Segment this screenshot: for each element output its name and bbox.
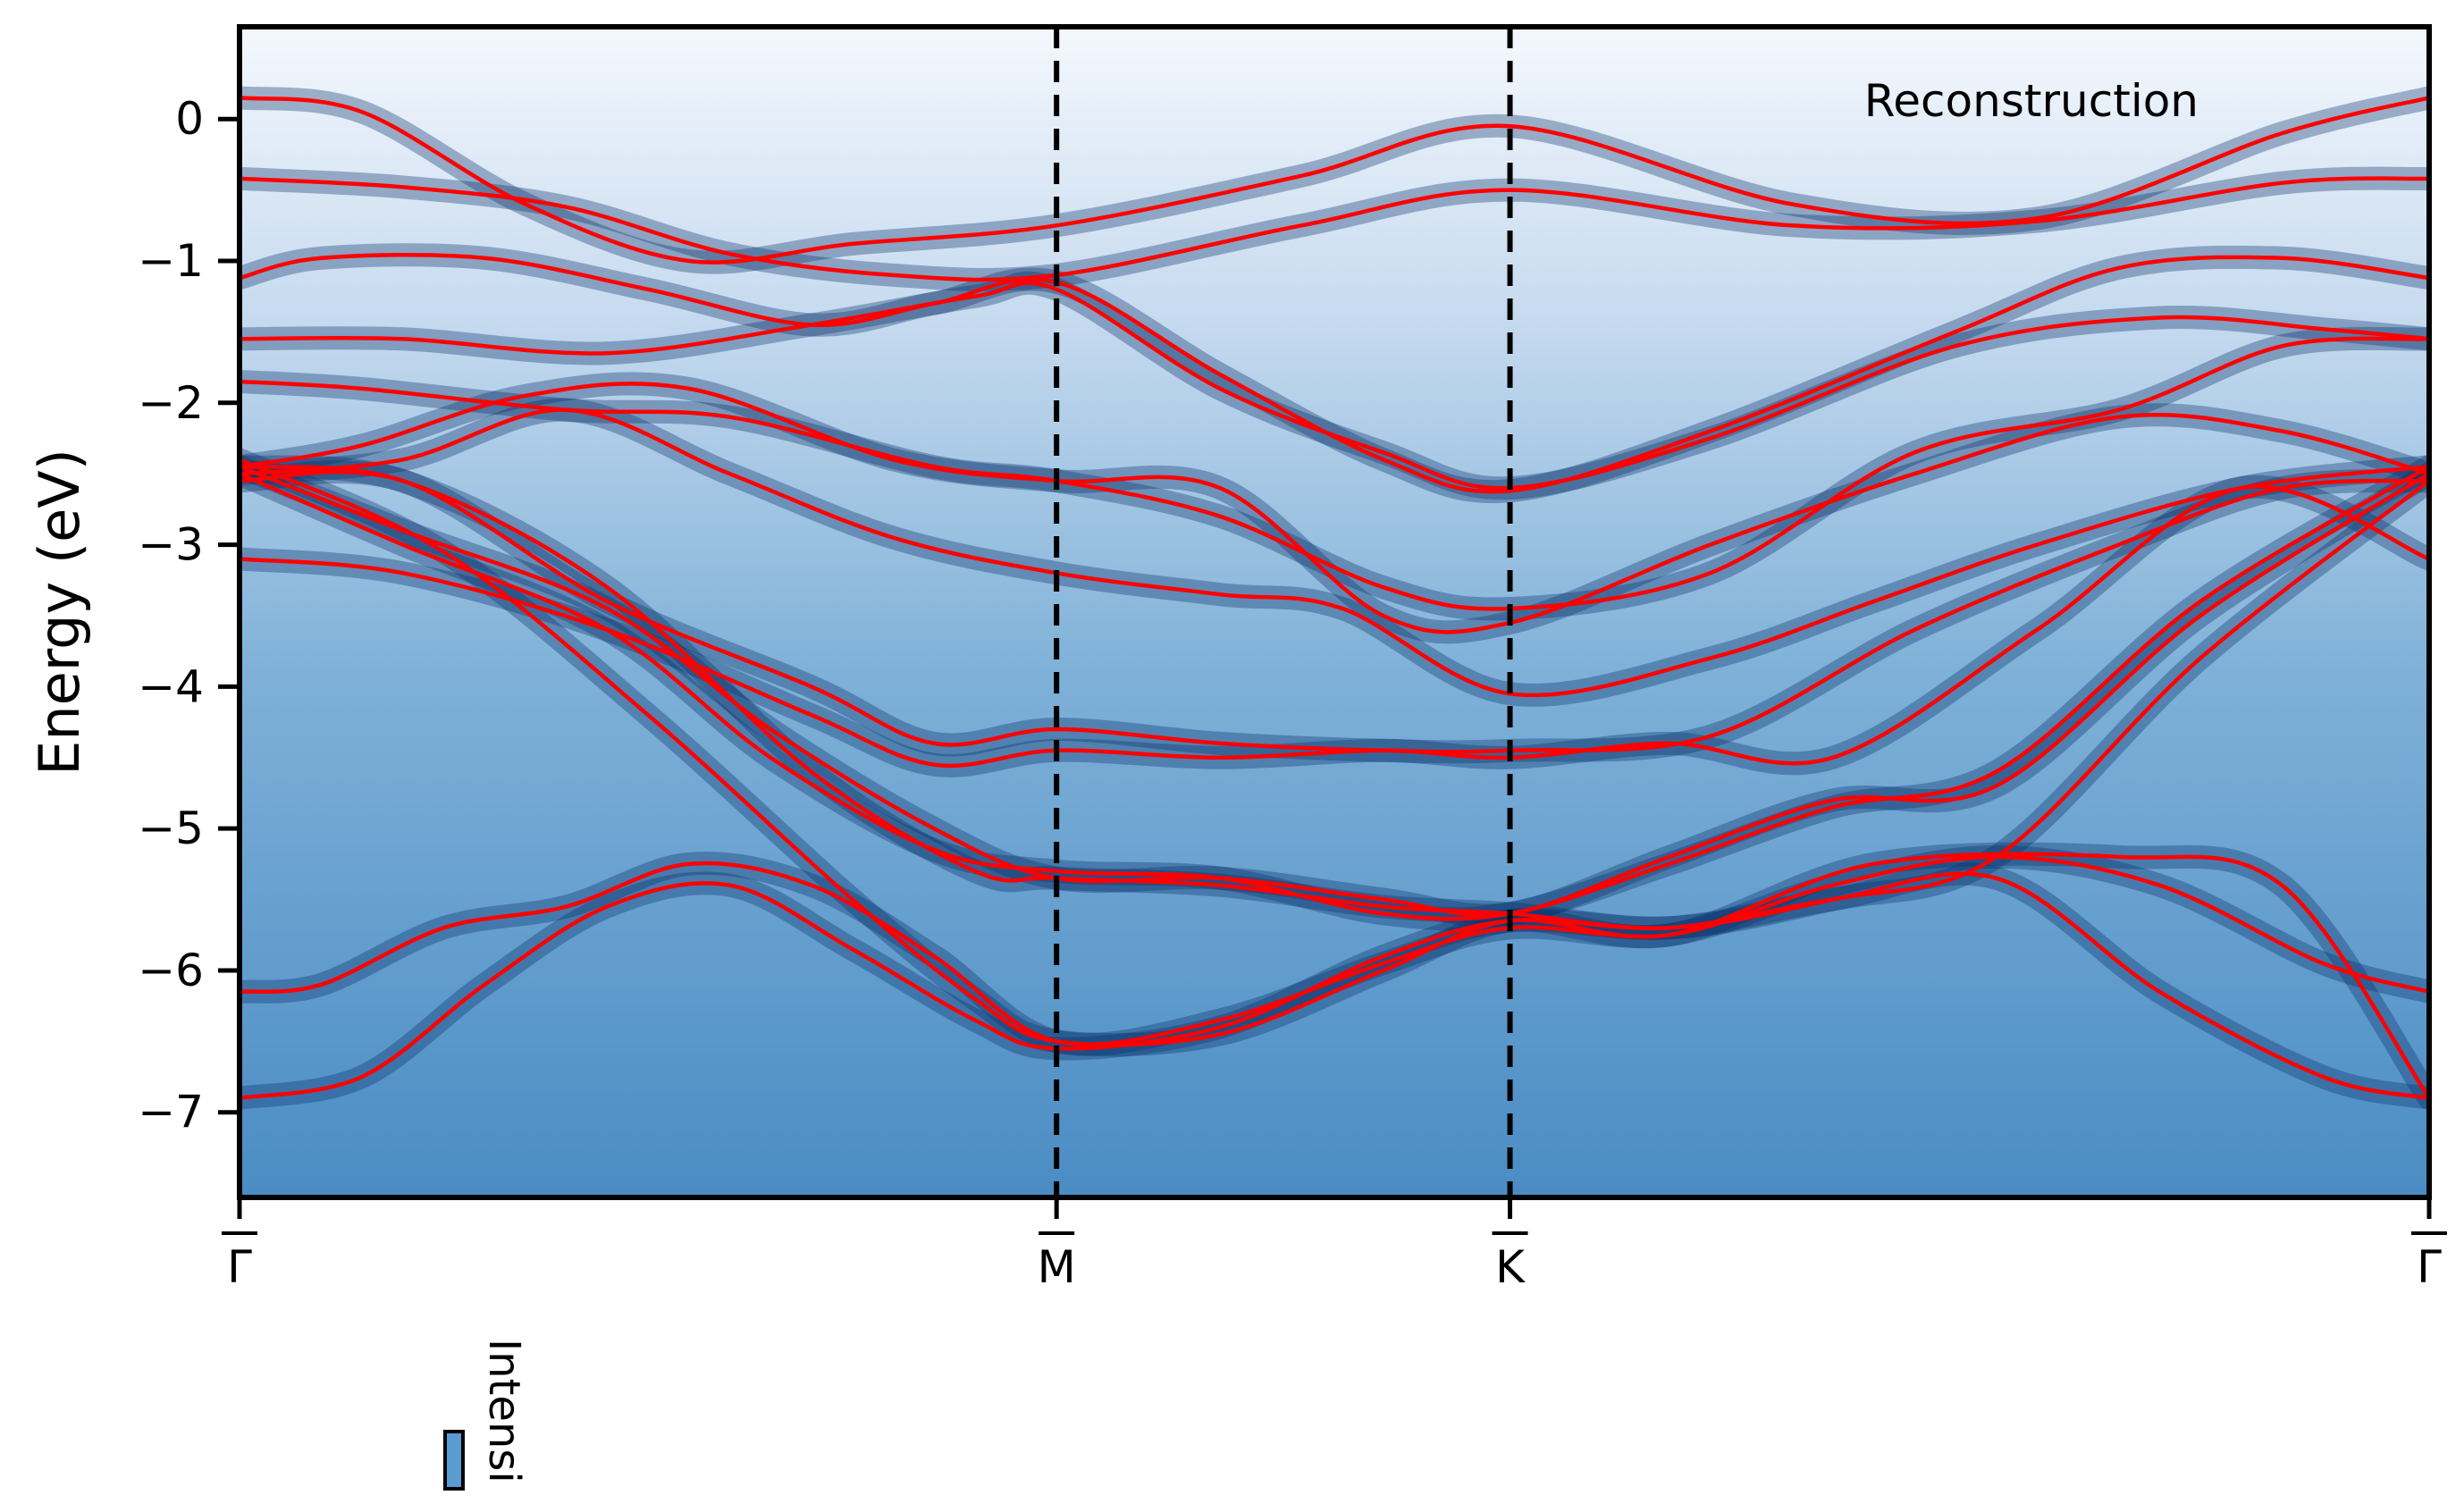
band-line [240, 176, 2429, 282]
band-line [240, 336, 2429, 611]
band-line [240, 871, 2429, 1101]
x-tick-label: M [1038, 1241, 1076, 1293]
high-symmetry-dividers [1054, 27, 1513, 1197]
y-tick-label: −1 [138, 235, 204, 287]
band-lines [240, 86, 2429, 1110]
colorbar-label: Intensi [479, 1339, 529, 1483]
annotation-label: Reconstruction [1864, 75, 2199, 127]
band-line [240, 382, 2429, 634]
x-tick-label: K [1495, 1241, 1526, 1293]
plot-frame [237, 24, 2432, 1200]
y-tick-label: −5 [138, 802, 204, 854]
y-tick-label: −3 [138, 519, 204, 571]
y-axis: 0 −1 −2 −3 −4 −5 −6 −7 [138, 93, 240, 1138]
y-tick-label: −4 [138, 660, 204, 712]
band-line [240, 407, 2429, 698]
band-line [240, 484, 2429, 769]
y-axis-title: Energy (eV) [27, 449, 92, 776]
band-line [240, 465, 2429, 918]
band-line [240, 469, 2429, 754]
band-line [240, 96, 2429, 265]
colorbar: Intensi [443, 1339, 529, 1491]
y-tick-label: −7 [138, 1087, 204, 1138]
y-tick-label: −6 [138, 945, 204, 996]
plot-area [237, 24, 2432, 1200]
x-tick-label: Γ [227, 1241, 252, 1293]
band-line [240, 465, 2429, 921]
x-tick-label: Γ [2417, 1241, 2442, 1293]
band-line [240, 281, 2429, 491]
band-line [240, 464, 2429, 930]
band-line [240, 854, 2429, 1047]
band-line [240, 252, 2429, 494]
colorbar-swatch [443, 1430, 465, 1491]
y-tick-label: −2 [138, 377, 204, 429]
y-tick-label: 0 [175, 93, 204, 145]
band-line [240, 458, 2429, 1100]
